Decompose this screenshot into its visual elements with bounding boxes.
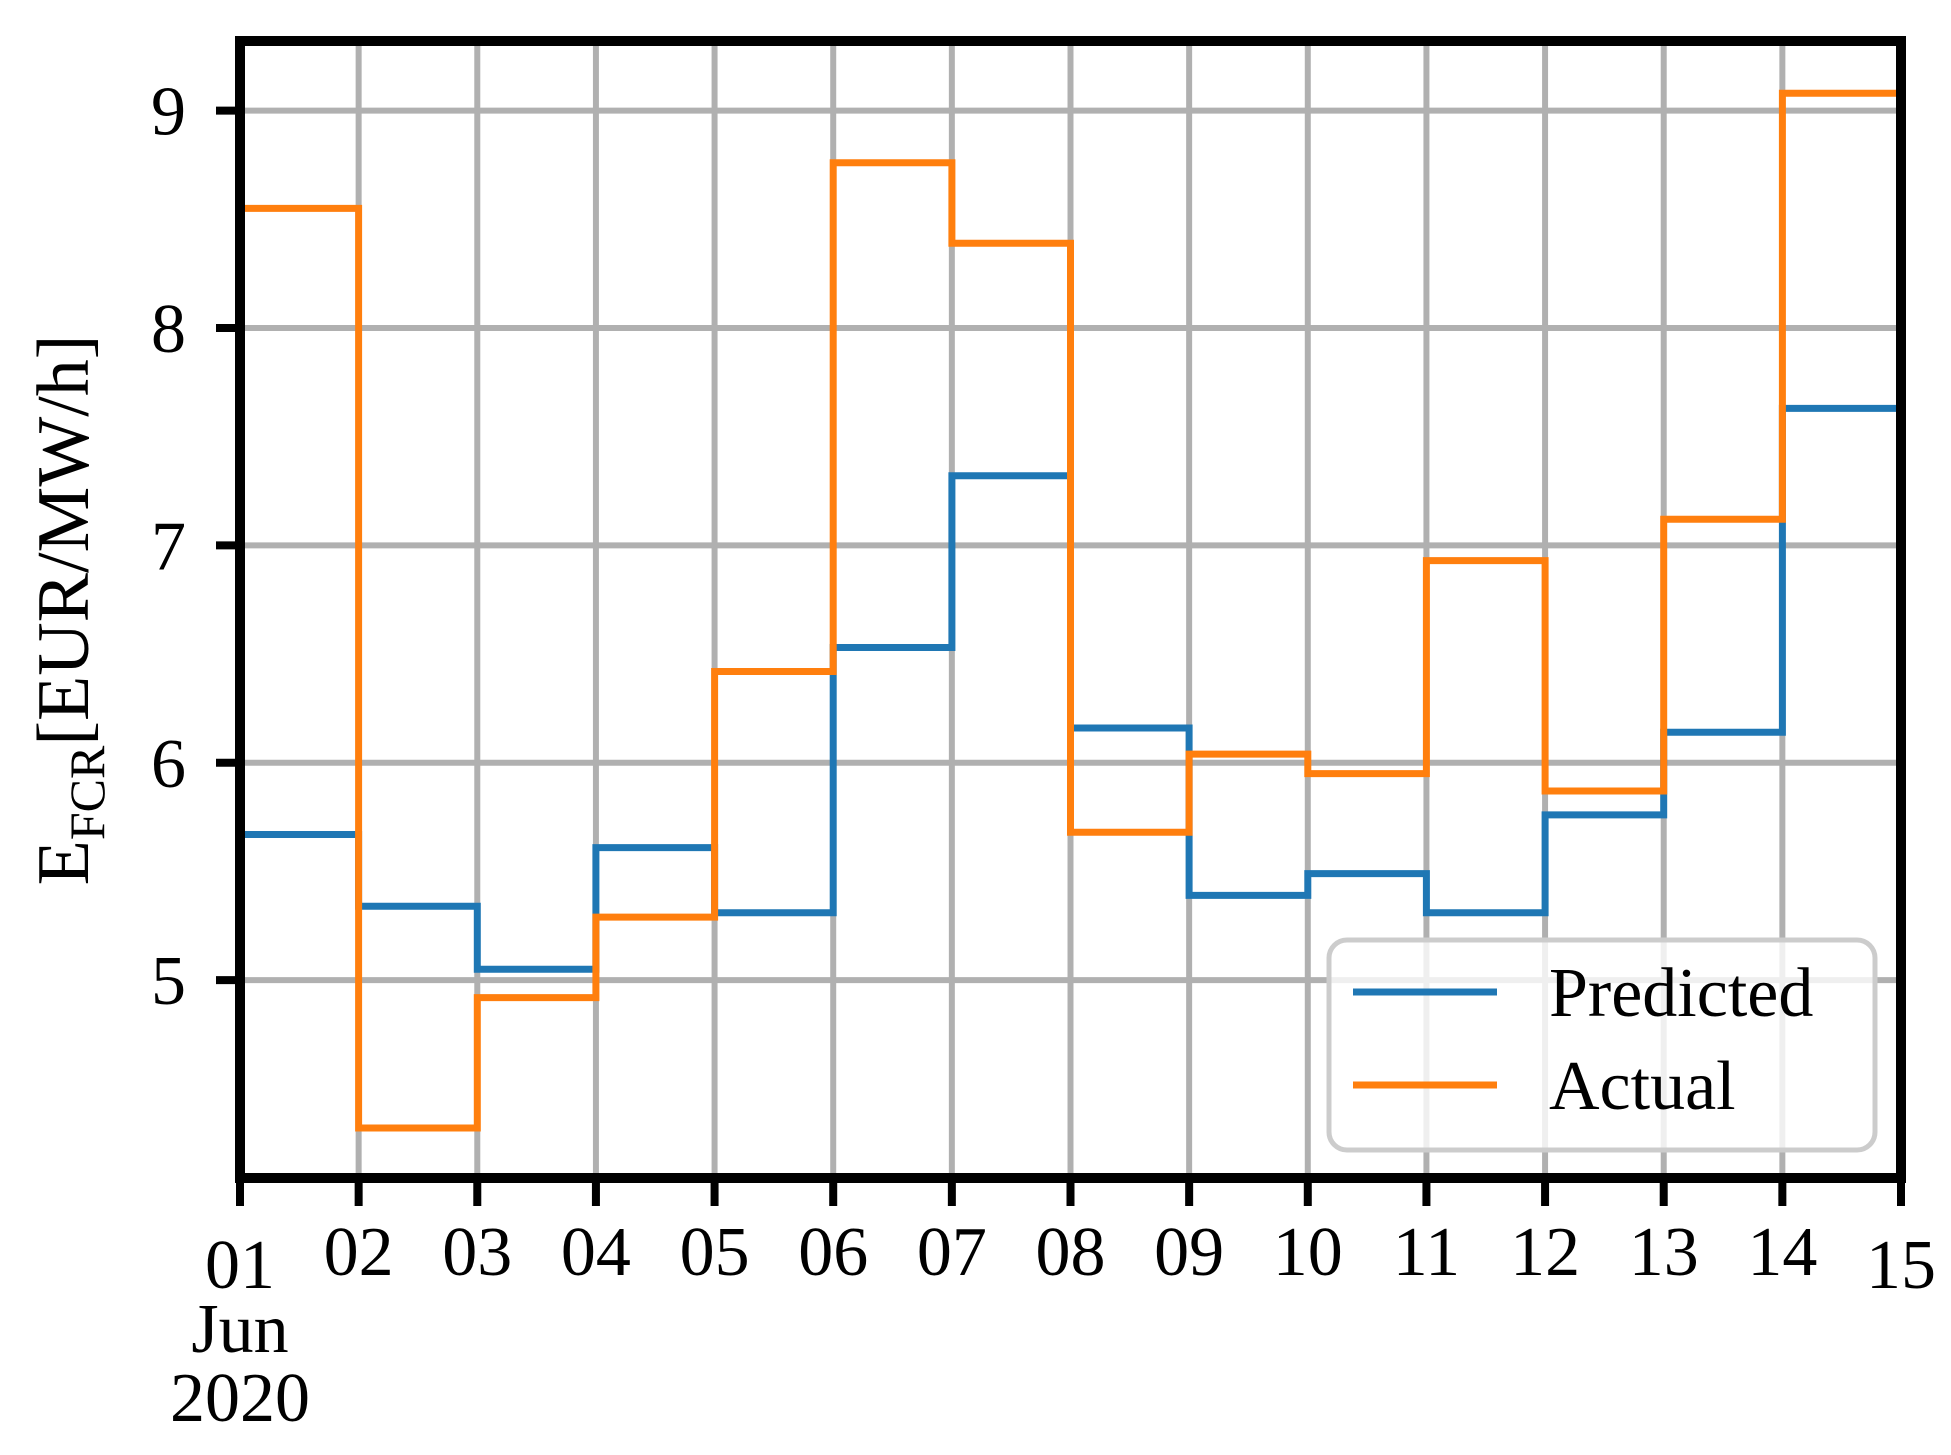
x-tick-label: 06 xyxy=(798,1214,868,1291)
x-tick-label: 04 xyxy=(561,1214,631,1291)
x-tick-label: 10 xyxy=(1273,1214,1343,1291)
x-tick-label: 07 xyxy=(917,1214,987,1291)
x-offset-year-label: 2020 xyxy=(170,1360,310,1437)
y-tick-label: 9 xyxy=(151,74,186,151)
x-tick-label: 11 xyxy=(1393,1214,1460,1291)
y-tick-label: 6 xyxy=(151,726,186,803)
x-tick-label: 08 xyxy=(1036,1214,1106,1291)
y-axis-ticks xyxy=(216,106,240,985)
x-tick-label: 05 xyxy=(680,1214,750,1291)
actual-step-line xyxy=(240,89,1901,1132)
y-tick-label: 7 xyxy=(151,508,186,585)
x-tick-label: 09 xyxy=(1154,1214,1224,1291)
x-tick-label: 15 xyxy=(1866,1227,1936,1304)
y-axis-tick-labels: 5 6 7 8 9 xyxy=(151,74,186,1021)
series-lines xyxy=(240,89,1901,1132)
x-tick-label: 02 xyxy=(324,1214,394,1291)
y-tick-label: 8 xyxy=(151,291,186,368)
x-tick-label: 03 xyxy=(442,1214,512,1291)
x-axis-tick-labels: 01 02 03 04 05 06 07 08 09 10 11 12 13 14 15 xyxy=(205,1214,1936,1304)
x-tick-label: 01 xyxy=(205,1227,275,1304)
x-tick-label: 12 xyxy=(1510,1214,1580,1291)
y-axis-label: EFCR[EUR/MW/h] xyxy=(23,335,115,886)
legend-label-predicted: Predicted xyxy=(1549,955,1813,1032)
x-axis-ticks xyxy=(236,1178,1905,1206)
y-tick-label: 5 xyxy=(151,943,186,1020)
x-tick-label: 14 xyxy=(1747,1214,1817,1291)
legend: Predicted Actual xyxy=(1326,937,1878,1153)
legend-label-actual: Actual xyxy=(1549,1048,1736,1125)
x-tick-label: 13 xyxy=(1629,1214,1699,1291)
x-offset-month-label: Jun xyxy=(191,1291,288,1368)
